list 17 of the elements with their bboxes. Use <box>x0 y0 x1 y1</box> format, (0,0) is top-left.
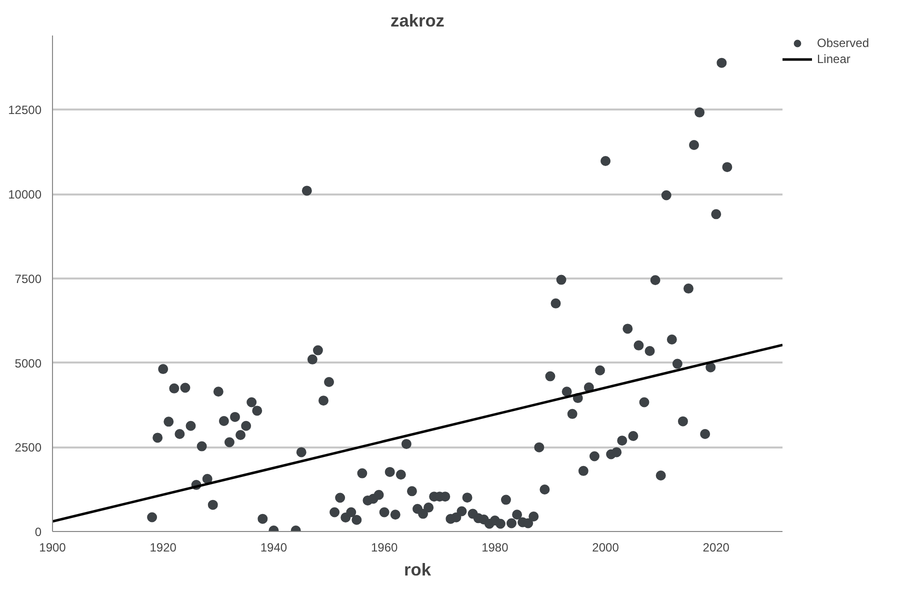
x-tick-label: 1980 <box>482 540 509 554</box>
y-tick-label: 2500 <box>14 440 42 455</box>
x-tick-label: 2000 <box>592 540 620 554</box>
x-tick-label: 2020 <box>702 540 730 554</box>
legend-label: Observed <box>817 35 870 51</box>
y-tick-label: 7500 <box>14 272 42 286</box>
y-tick-label: 5000 <box>14 356 42 370</box>
x-axis-title: rok <box>404 560 432 580</box>
y-tick-label: 10000 <box>8 188 42 202</box>
legend-label: Linear <box>817 51 850 67</box>
x-tick-label: 1920 <box>150 540 177 554</box>
chart-title: zakroz <box>390 10 445 30</box>
x-tick-label: 1900 <box>39 540 66 554</box>
y-tick-label: 0 <box>34 525 42 539</box>
y-tick-label: 12500 <box>8 103 42 118</box>
x-tick-label: 1960 <box>370 540 398 554</box>
x-tick-label: 1940 <box>260 540 288 554</box>
